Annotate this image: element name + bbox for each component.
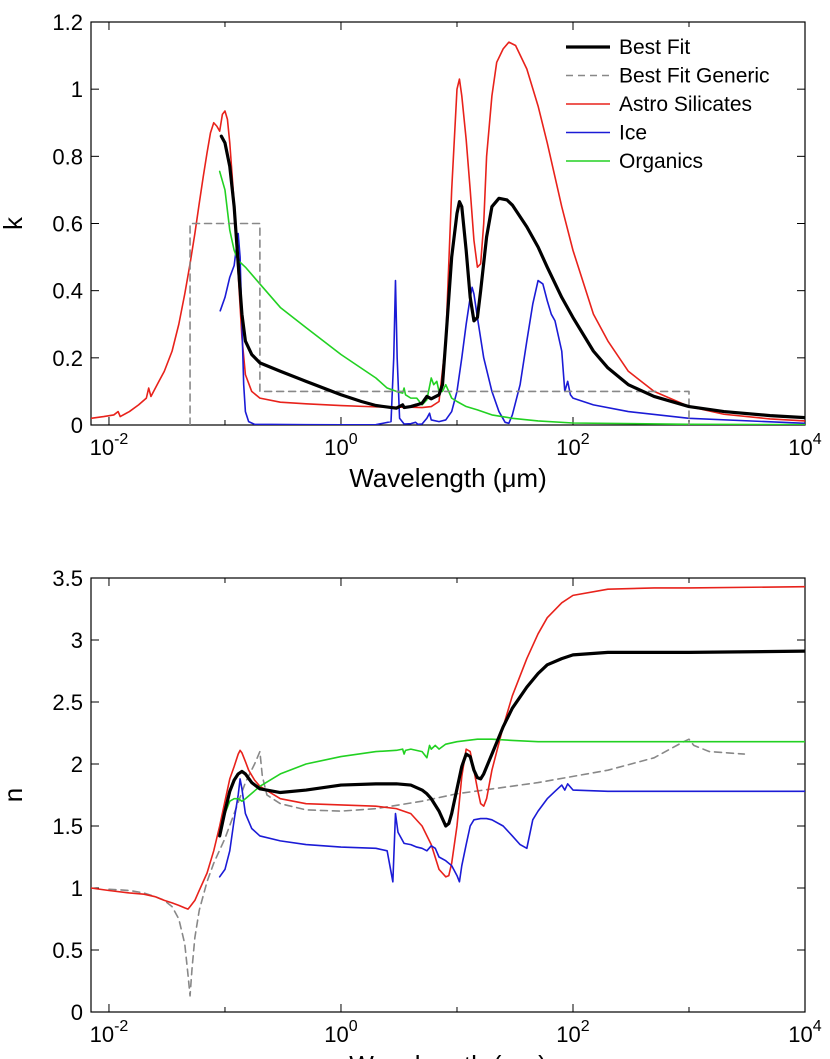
y-tick-label: 1 <box>71 876 83 901</box>
y-tick-label: 2 <box>71 752 83 777</box>
k-panel: 10-2 100 102 104 0 0.2 0.4 0.6 0.8 1 1.2 Wavelength… <box>0 10 822 493</box>
axes-box <box>90 577 806 1013</box>
legend-label-organics: Organics <box>619 150 703 173</box>
x-tick-label: 100 <box>324 1018 357 1047</box>
x-axis-label: Wavelength (μm) <box>349 463 547 493</box>
x-tick-label: 102 <box>556 431 589 460</box>
y-axis-label: k <box>0 216 28 230</box>
n-panel: 10-2 100 102 104 0 0.5 1 1.5 2 2.5 3 3.5 Wavelength … <box>0 566 822 1059</box>
x-tick-label: 102 <box>556 1018 589 1047</box>
x-axis-label: Wavelength (μm) <box>349 1050 547 1059</box>
legend: Best Fit Best Fit Generic Astro Silicates I… <box>566 36 770 173</box>
series-line-ice <box>219 232 805 425</box>
y-tick-label: 0.5 <box>52 938 83 963</box>
series-line-organics <box>218 170 805 425</box>
series-line-best-fit <box>219 134 805 420</box>
series-line-organics <box>218 738 805 837</box>
y-tick-label: 0 <box>71 1000 83 1025</box>
y-tick-label: 3 <box>71 628 83 653</box>
series-line-best-fit-generic <box>189 222 690 425</box>
x-tick-label: 100 <box>324 431 357 460</box>
plot-area <box>91 585 805 997</box>
series-line-best-fit-generic <box>108 738 746 997</box>
y-tick-label: 0.6 <box>52 212 83 237</box>
series-line-astro-silicates <box>91 41 805 422</box>
plot-area <box>91 41 805 425</box>
x-tick-label: 104 <box>788 1018 821 1047</box>
series-line-ice <box>218 778 805 883</box>
x-tick-label: 104 <box>788 431 821 460</box>
legend-label-best-fit-generic: Best Fit Generic <box>619 65 770 88</box>
y-axis-label: n <box>0 788 28 802</box>
y-tick-label: 0.8 <box>52 144 83 169</box>
y-tick-label: 2.5 <box>52 690 83 715</box>
y-tick-label: 0 <box>71 413 83 438</box>
legend-label-ice: Ice <box>619 122 647 145</box>
y-tick-label: 0.2 <box>52 346 83 371</box>
legend-label-astro-silicates: Astro Silicates <box>619 93 752 116</box>
legend-label-best-fit: Best Fit <box>619 36 690 59</box>
y-tick-label: 1 <box>71 77 83 102</box>
y-tick-label: 0.4 <box>52 279 83 304</box>
x-tick-label: 10-2 <box>90 431 129 460</box>
y-tick-label: 3.5 <box>52 566 83 591</box>
x-tick-label: 10-2 <box>90 1018 129 1047</box>
series-line-astro-silicates <box>91 585 805 910</box>
y-tick-label: 1.5 <box>52 814 83 839</box>
series-line-best-fit <box>218 649 805 838</box>
y-tick-label: 1.2 <box>52 10 83 35</box>
